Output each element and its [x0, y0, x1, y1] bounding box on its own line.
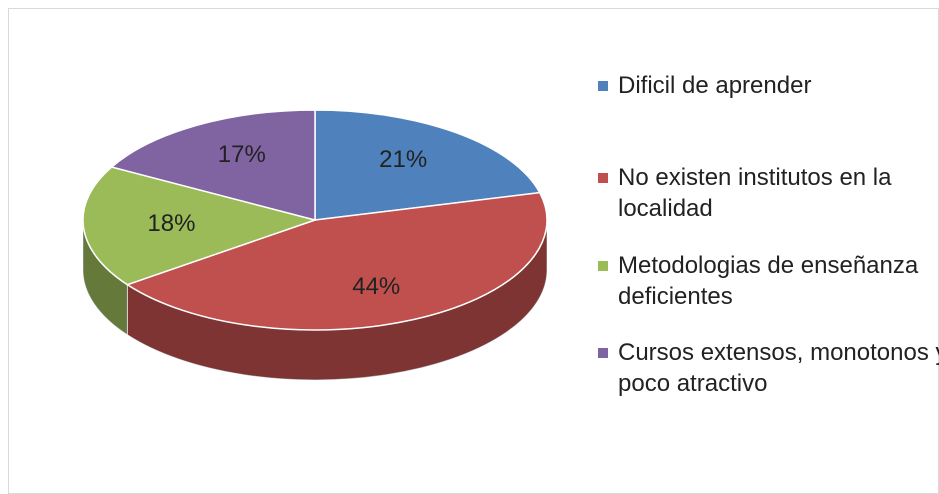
- legend-item: Metodologias de enseñanza deficientes: [592, 250, 939, 312]
- data-label: 21%: [379, 146, 427, 173]
- data-label: 44%: [352, 273, 400, 300]
- legend-item: Dificil de aprender: [592, 70, 939, 101]
- legend-label: Cursos extensos, monotonos y poco atract…: [618, 339, 939, 397]
- data-label: 17%: [218, 141, 266, 168]
- slice: [314, 109, 541, 221]
- legend-label: Dificil de aprender: [618, 72, 812, 99]
- slice-side-shade: [83, 220, 128, 335]
- legend-label: No existen institutos en la localidad: [618, 164, 892, 222]
- legend-item: Cursos extensos, monotonos y poco atract…: [592, 337, 939, 399]
- legend-item: No existen institutos en la localidad: [592, 162, 939, 224]
- data-label: 18%: [147, 210, 195, 237]
- legend-swatch: [598, 173, 608, 183]
- slice: [125, 191, 548, 331]
- slice: [82, 166, 318, 286]
- slice-side-shade: [127, 220, 548, 380]
- legend-swatch: [598, 261, 608, 271]
- legend-swatch: [598, 81, 608, 91]
- legend-swatch: [598, 348, 608, 358]
- legend-label: Metodologias de enseñanza deficientes: [618, 252, 919, 310]
- slice: [110, 109, 316, 221]
